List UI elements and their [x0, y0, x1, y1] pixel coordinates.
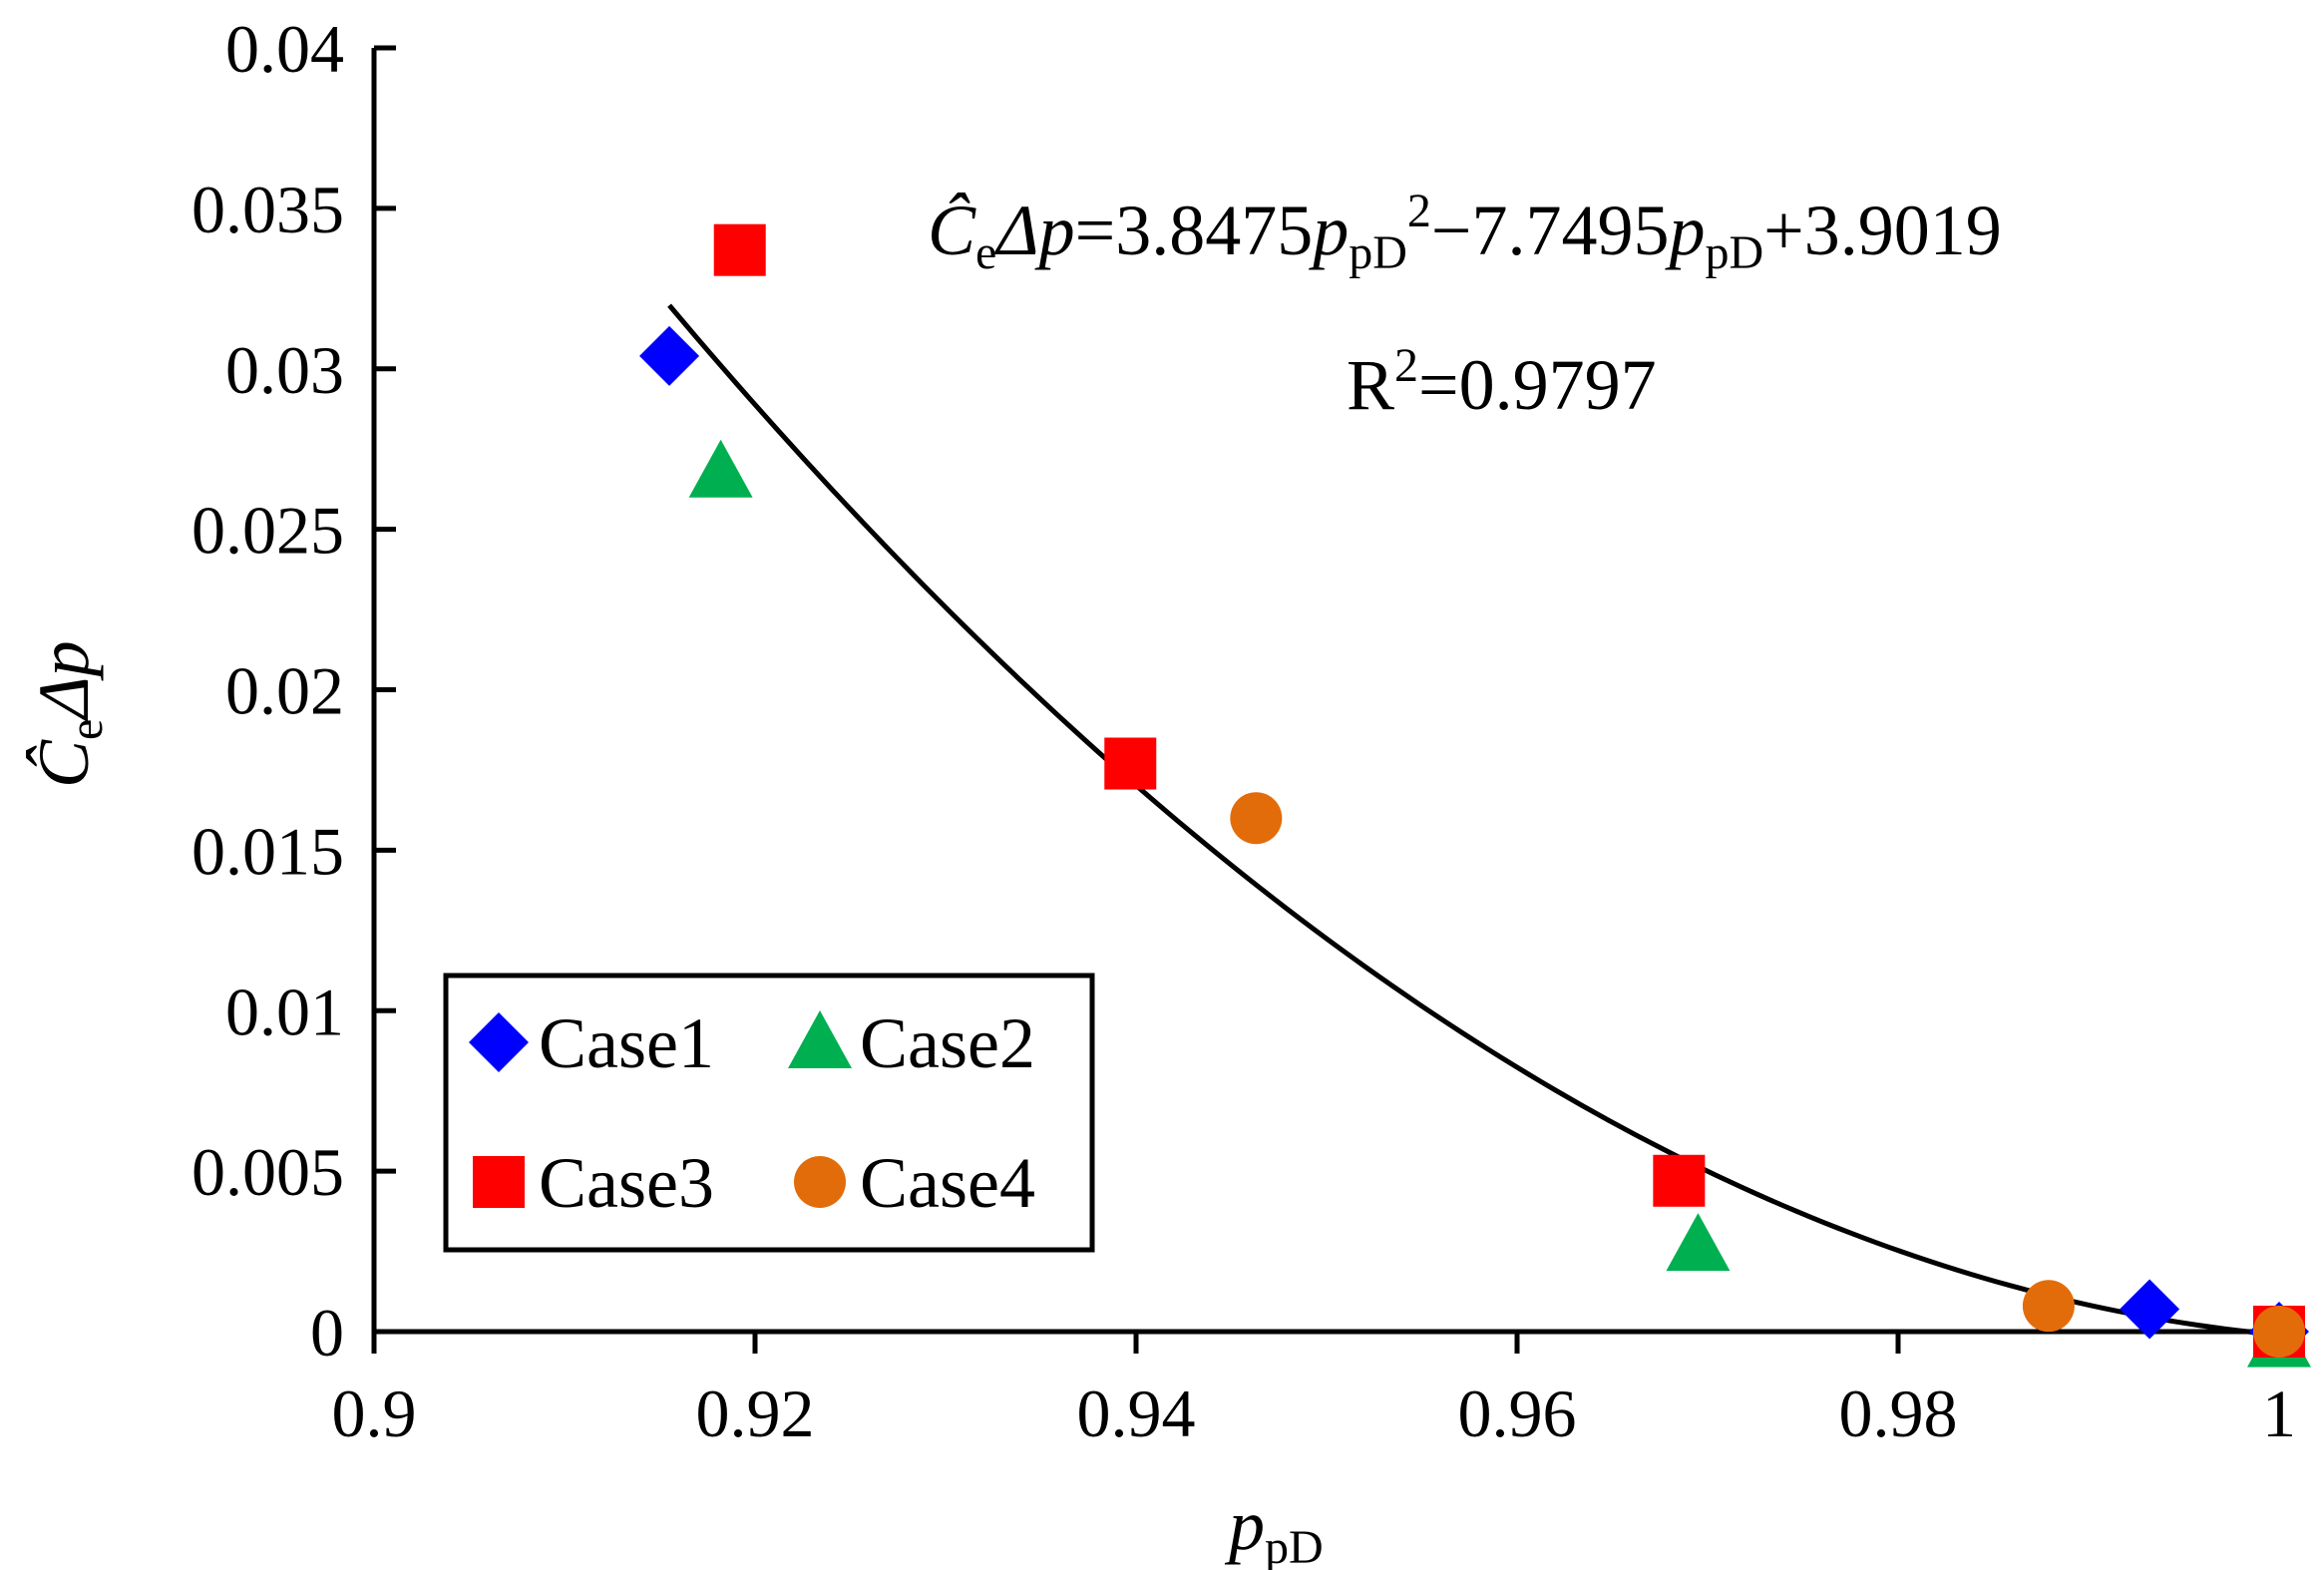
x-ticks: 0.9 0.92 0.94 0.96 0.98 1 — [332, 1332, 2296, 1451]
fit-equation: ĈeΔp=3.8475ppD2−7.7495ppD+3.9019 — [928, 185, 2002, 279]
point-case1 — [639, 325, 700, 386]
x-tick-label: 0.96 — [1458, 1375, 1577, 1451]
legend-label-case3: Case3 — [539, 1143, 714, 1223]
y-tick-label: 0.015 — [192, 813, 344, 889]
legend-marker-case2 — [788, 1010, 852, 1068]
equation-var-sub-1: pD — [1349, 226, 1407, 279]
x-axis-title: ppD — [1224, 1485, 1324, 1570]
equation-lhs-base: Ĉ — [928, 191, 976, 270]
x-axis-sub: pD — [1265, 1521, 1324, 1570]
point-case3 — [1653, 1154, 1706, 1207]
point-case3 — [713, 223, 766, 276]
y-axis-base: Ĉ — [24, 739, 104, 788]
y-tick-label: 0.025 — [192, 493, 344, 569]
r2-value: =0.9797 — [1418, 345, 1657, 425]
equation-part3: +3.9019 — [1763, 191, 2002, 270]
point-case2 — [688, 439, 753, 498]
equation-part2: −7.7495 — [1431, 191, 1670, 270]
y-ticks: 0 0.005 0.01 0.015 0.02 0.025 0.03 0.035 0.04 — [192, 11, 396, 1371]
legend-marker-case1 — [469, 1012, 529, 1072]
y-tick-label: 0.035 — [192, 172, 344, 247]
equation-var-sub-2: pD — [1706, 226, 1764, 279]
point-case4 — [2253, 1306, 2305, 1358]
equation-part1: =3.8475 — [1075, 191, 1314, 270]
point-case3 — [1104, 737, 1157, 790]
point-case1 — [2120, 1279, 2180, 1340]
data-points — [639, 223, 2311, 1368]
x-tick-label: 0.9 — [332, 1375, 417, 1451]
equation-lhs-rest: Δp — [993, 191, 1074, 270]
point-case4 — [2022, 1280, 2075, 1333]
fit-curve — [667, 303, 2280, 1338]
y-tick-label: 0 — [310, 1295, 344, 1371]
x-axis-var: p — [1224, 1485, 1265, 1565]
equation-var-2: p — [1665, 191, 1706, 270]
r2-base: R — [1347, 345, 1394, 425]
equation-lhs-sub: e — [975, 226, 996, 279]
r2-sup: 2 — [1394, 339, 1418, 392]
legend-marker-case3 — [473, 1156, 525, 1208]
equation-sup: 2 — [1407, 185, 1431, 237]
y-axis-title: ĈeΔp — [24, 640, 113, 788]
equation-var-1: p — [1308, 191, 1349, 270]
point-case2 — [1666, 1213, 1731, 1272]
y-tick-label: 0.02 — [225, 653, 344, 729]
y-axis-rest: Δp — [24, 640, 104, 721]
r-squared: R2=0.9797 — [1347, 339, 1657, 425]
y-tick-label: 0.005 — [192, 1134, 344, 1210]
y-tick-label: 0.04 — [225, 11, 344, 87]
y-axis-sub: e — [60, 719, 113, 740]
legend-box — [443, 973, 1095, 1253]
legend-label-case1: Case1 — [539, 1003, 714, 1083]
x-tick-label: 0.98 — [1839, 1375, 1958, 1451]
y-tick-label: 0.03 — [225, 332, 344, 408]
point-case4 — [1230, 792, 1283, 845]
x-tick-label: 1 — [2262, 1375, 2296, 1451]
x-tick-label: 0.94 — [1077, 1375, 1196, 1451]
x-tick-label: 0.92 — [696, 1375, 815, 1451]
legend-label-case2: Case2 — [860, 1003, 1035, 1083]
legend-label-case4: Case4 — [860, 1143, 1035, 1223]
legend: Case1 Case2 Case3 Case4 — [443, 973, 1095, 1253]
y-tick-label: 0.01 — [225, 974, 344, 1049]
legend-marker-case4 — [794, 1156, 846, 1208]
